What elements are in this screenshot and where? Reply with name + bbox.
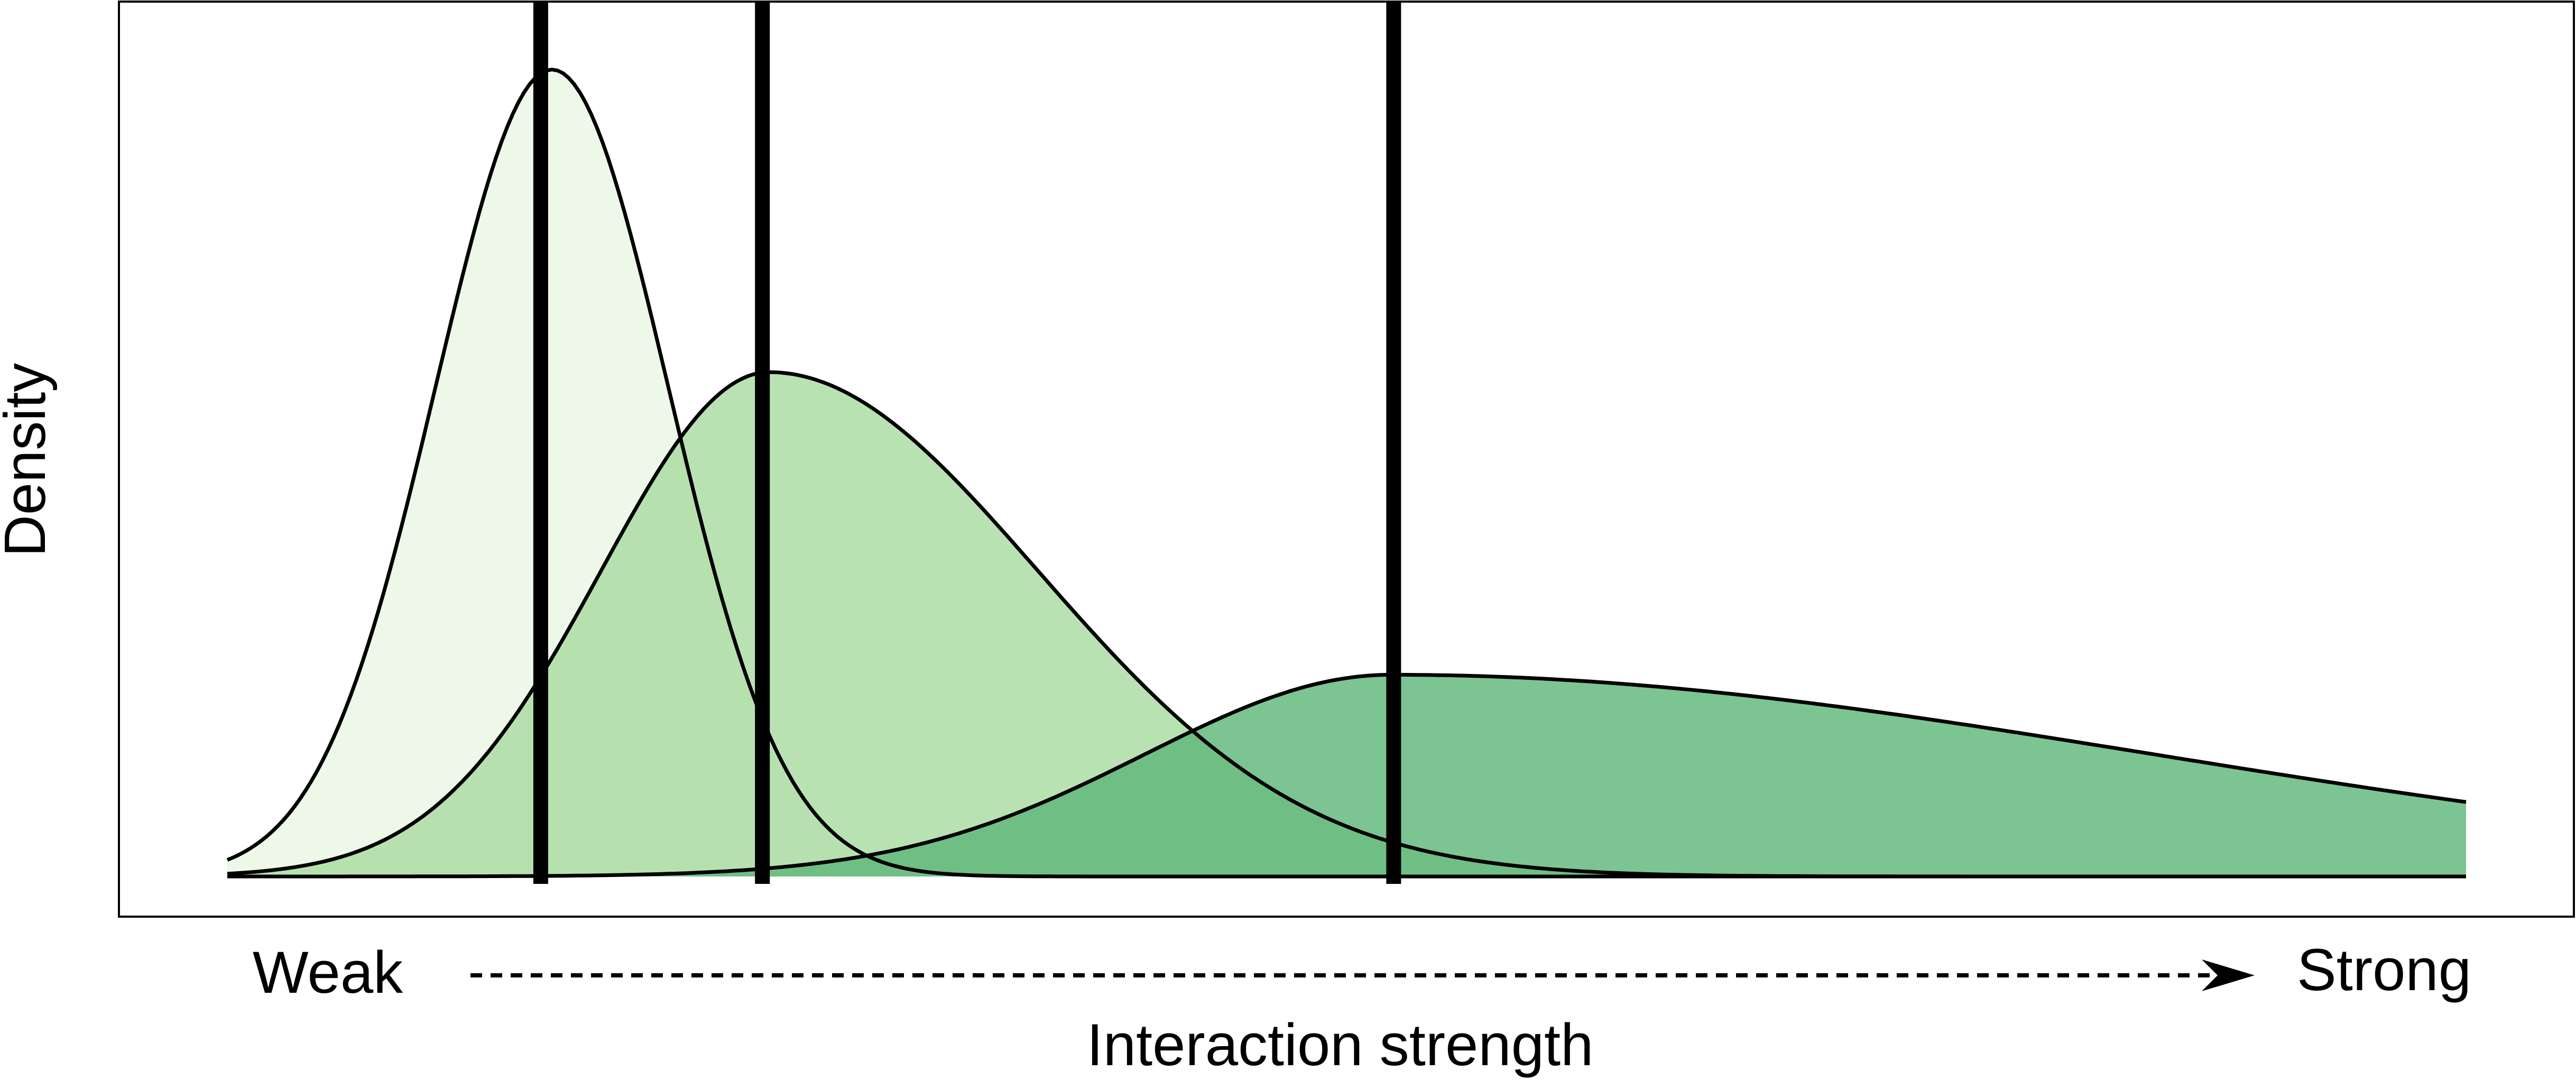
direction-arrow-head bbox=[2202, 959, 2255, 991]
density-curve-2 bbox=[227, 370, 2466, 879]
density-area-2 bbox=[227, 372, 2466, 876]
x-axis-label: Interaction strength bbox=[1087, 1012, 1594, 1078]
density-fills bbox=[227, 69, 2466, 877]
density-curve-3 bbox=[227, 672, 2467, 879]
density-outlines bbox=[226, 68, 2467, 879]
y-axis-label: Density bbox=[0, 363, 58, 557]
mean-lines bbox=[533, 2, 1401, 884]
x-axis-strong-label: Strong bbox=[2297, 937, 2471, 1003]
plot-frame bbox=[118, 1, 2575, 918]
x-axis-weak-label: Weak bbox=[253, 939, 403, 1005]
density-area-3 bbox=[227, 675, 2466, 876]
